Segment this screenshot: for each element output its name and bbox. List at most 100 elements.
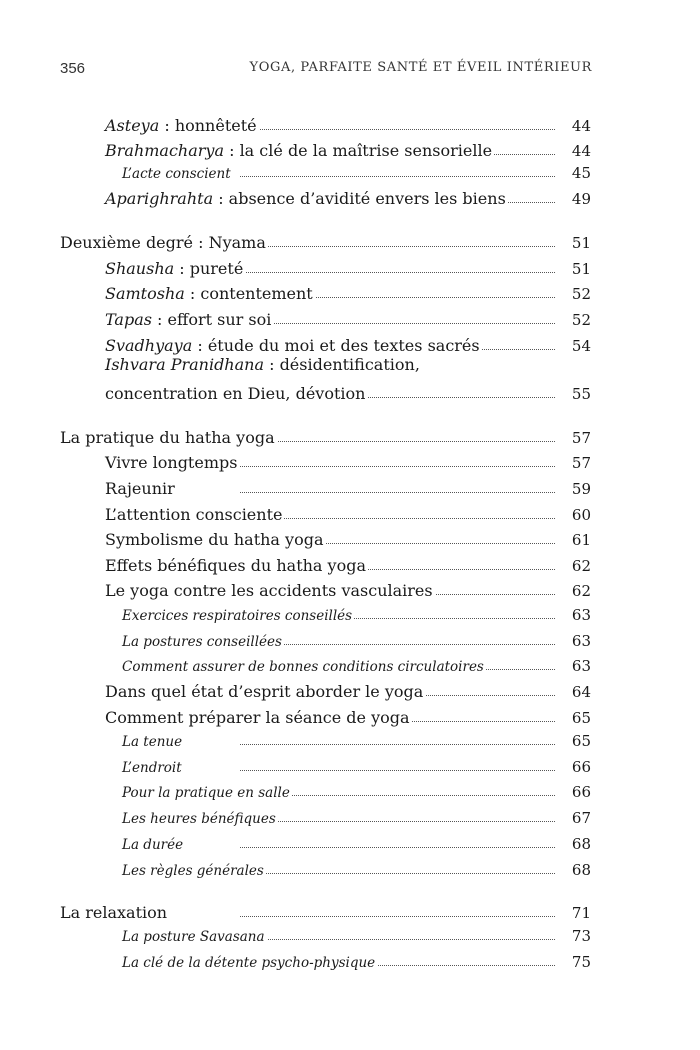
toc-entry[interactable]: Samtosha : contentement 52 <box>0 279 700 303</box>
entry-title-text: Symbolisme du hatha yoga <box>105 530 324 549</box>
entry-title-text: Dans quel état d’esprit aborder le yoga <box>105 682 424 701</box>
toc-entry[interactable]: Les règles générales 68 <box>0 855 700 879</box>
entry-title-italic: Svadhyaya <box>105 336 193 355</box>
entry-title-text: Deuxième degré : Nyama <box>60 233 266 252</box>
toc-entry[interactable]: La clé de la détente psycho-physique 75 <box>0 947 700 971</box>
entry-title-italic: Samtosha <box>105 284 185 303</box>
dot-leader <box>240 518 555 519</box>
toc-entry[interactable]: Le yoga contre les accidents vasculaires… <box>0 576 700 600</box>
entry-title-text: Vivre longtemps <box>105 453 238 472</box>
toc-entry[interactable]: La postures conseillées 63 <box>0 626 700 650</box>
dot-leader <box>240 397 555 398</box>
entry-title: La durée <box>122 837 186 853</box>
toc-entry[interactable]: La relaxation 71 <box>0 898 700 922</box>
entry-title-text: Comment assurer de bonnes conditions cir… <box>122 659 484 675</box>
toc-entry[interactable]: Rajeunir 59 <box>0 474 700 498</box>
entry-page-number: 73 <box>571 927 591 945</box>
entry-page-number: 66 <box>571 758 591 776</box>
toc-entry[interactable]: Comment préparer la séance de yoga 65 <box>0 703 700 727</box>
dot-leader <box>240 176 555 177</box>
toc-entry[interactable]: concentration en Dieu, dévotion 55 Ishvara… <box>0 355 700 403</box>
entry-title-text: : absence d’avidité envers les biens <box>213 189 506 208</box>
entry-title: Le yoga contre les accidents vasculaires <box>105 581 435 600</box>
entry-page-number: 68 <box>571 835 591 853</box>
toc-entry[interactable]: Asteya : honnêteté 44 <box>0 111 700 135</box>
toc-entry[interactable]: Aparighrahta : absence d’avidité envers … <box>0 184 700 208</box>
entry-page-number: 52 <box>571 285 591 303</box>
entry-title-text: La tenue <box>122 734 183 750</box>
entry-title-text: L’attention consciente <box>105 505 283 524</box>
entry-page-number: 67 <box>571 809 591 827</box>
page-number: 356 <box>60 60 86 77</box>
entry-title-text: : désidentification, <box>264 355 420 374</box>
toc-entry[interactable]: Effets bénéfiques du hatha yoga 62 <box>0 551 700 575</box>
entry-title: Les heures bénéfiques <box>122 811 278 827</box>
entry-page-number: 59 <box>571 480 591 498</box>
entry-title-text: La pratique du hatha yoga <box>60 428 275 447</box>
entry-page-number: 51 <box>571 234 591 252</box>
entry-title: Asteya : honnêteté <box>105 116 259 135</box>
entry-title: La clé de la détente psycho-physique <box>122 955 378 971</box>
entry-title: L’acte conscient <box>122 166 233 182</box>
toc-entry[interactable]: Deuxième degré : Nyama 51 <box>0 228 700 252</box>
entry-page-number: 64 <box>571 683 591 701</box>
dot-leader <box>240 246 555 247</box>
running-header-title: YOGA, PARFAITE SANTÉ ET ÉVEIL INTÉRIEUR <box>249 60 592 75</box>
entry-title: Aparighrahta : absence d’avidité envers … <box>105 189 508 208</box>
entry-title: Pour la pratique en salle <box>122 785 292 801</box>
toc-entry[interactable]: Symbolisme du hatha yoga 61 <box>0 525 700 549</box>
entry-title-text: : contentement <box>184 284 313 303</box>
dot-leader <box>240 770 555 771</box>
entry-title-text: La relaxation <box>60 903 168 922</box>
toc-entry[interactable]: Tapas : effort sur soi 52 <box>0 305 700 329</box>
toc-entry[interactable]: Comment assurer de bonnes conditions cir… <box>0 651 700 675</box>
entry-page-number: 60 <box>571 506 591 524</box>
entry-title: L’attention consciente <box>105 505 285 524</box>
entry-title: Tapas : effort sur soi <box>105 310 274 329</box>
toc-entry[interactable]: La tenue 65 <box>0 726 700 750</box>
toc-entry[interactable]: La pratique du hatha yoga 57 <box>0 423 700 447</box>
toc-entry[interactable]: L’attention consciente 60 <box>0 500 700 524</box>
toc-entry[interactable]: Pour la pratique en salle 66 <box>0 777 700 801</box>
toc-entry[interactable]: Svadhyaya : étude du moi et des textes s… <box>0 331 700 355</box>
entry-page-number: 63 <box>571 606 591 624</box>
dot-leader <box>240 569 555 570</box>
entry-page-number: 66 <box>571 783 591 801</box>
entry-title: La pratique du hatha yoga <box>60 428 277 447</box>
entry-title: Brahmacharya : la clé de la maîtrise sen… <box>105 141 495 160</box>
entry-page-number: 44 <box>571 117 591 135</box>
entry-title: Effets bénéfiques du hatha yoga <box>105 556 368 575</box>
entry-title: Comment assurer de bonnes conditions cir… <box>122 659 486 675</box>
toc-entry[interactable]: Shausha : pureté 51 <box>0 254 700 278</box>
dot-leader <box>240 644 555 645</box>
entry-title-text: La postures conseillées <box>122 634 282 650</box>
toc-entry[interactable]: Vivre longtemps 57 <box>0 448 700 472</box>
entry-page-number: 51 <box>571 260 591 278</box>
entry-page-number: 62 <box>571 557 591 575</box>
entry-page-number: 63 <box>571 632 591 650</box>
entry-title: Vivre longtemps <box>105 453 240 472</box>
toc-entry[interactable]: Les heures bénéfiques 67 <box>0 803 700 827</box>
entry-title: Shausha : pureté <box>105 259 246 278</box>
entry-title-italic: Shausha <box>105 259 175 278</box>
entry-title-text: L’acte conscient <box>122 166 231 182</box>
entry-page-number: 49 <box>571 190 591 208</box>
dot-leader <box>240 272 555 273</box>
dot-leader <box>240 129 555 130</box>
entry-title: Exercices respiratoires conseillés <box>122 608 355 624</box>
toc-entry[interactable]: La durée 68 <box>0 829 700 853</box>
entry-title: concentration en Dieu, dévotion <box>105 384 368 403</box>
entry-title-italic: Ishvara Pranidhana <box>105 355 264 374</box>
dot-leader <box>240 939 555 940</box>
toc-entry[interactable]: Brahmacharya : la clé de la maîtrise sen… <box>0 136 700 160</box>
toc-entry[interactable]: L’endroit 66 <box>0 752 700 776</box>
entry-title: Dans quel état d’esprit aborder le yoga <box>105 682 426 701</box>
toc-entry[interactable]: L’acte conscient 45 <box>0 158 700 182</box>
toc-entry[interactable]: Exercices respiratoires conseillés 63 <box>0 600 700 624</box>
entry-title: Svadhyaya : étude du moi et des textes s… <box>105 336 482 355</box>
entry-title: L’endroit <box>122 760 184 776</box>
entry-page-number: 63 <box>571 657 591 675</box>
toc-entry[interactable]: Dans quel état d’esprit aborder le yoga 6… <box>0 677 700 701</box>
entry-title-text: Les heures bénéfiques <box>122 811 276 827</box>
toc-entry[interactable]: La posture Savasana 73 <box>0 921 700 945</box>
